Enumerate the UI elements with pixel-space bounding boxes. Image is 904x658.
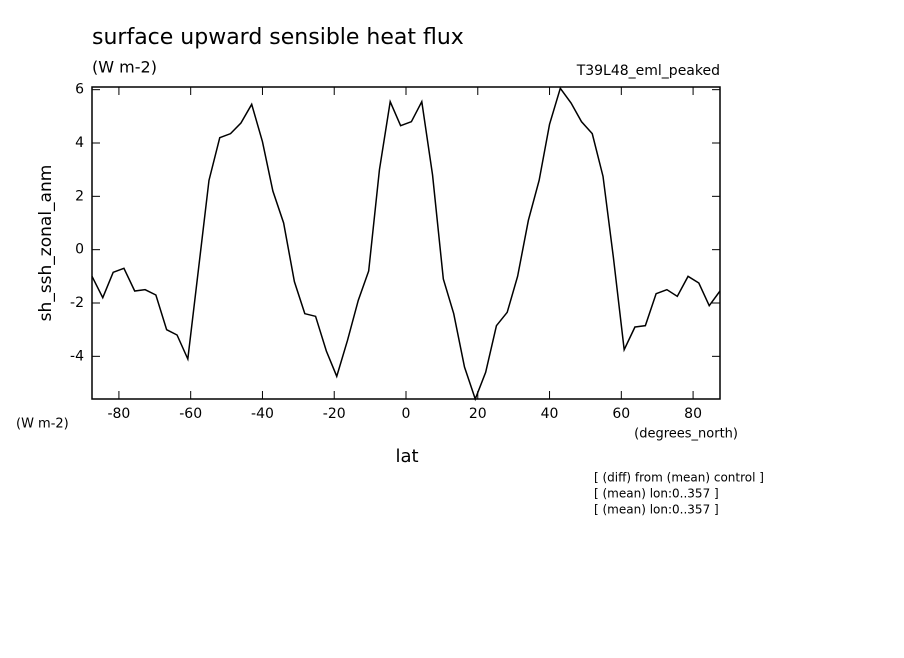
- y-axis-label: sh_ssh_zonal_anm: [36, 165, 56, 322]
- dataset-label: T39L48_eml_peaked: [576, 63, 720, 79]
- units-top: (W m-2): [92, 58, 157, 77]
- data-line: [91, 86, 721, 402]
- y-tick-label: 0: [75, 242, 84, 258]
- x-units: (degrees_north): [634, 427, 738, 442]
- chart-title: surface upward sensible heat flux: [92, 25, 464, 50]
- note: [ (mean) lon:0..357 ]: [594, 487, 719, 501]
- x-tick-label: -80: [107, 406, 130, 422]
- x-tick-label: -20: [323, 406, 346, 422]
- x-tick-label: 20: [469, 406, 487, 422]
- units-bottom: (W m-2): [16, 417, 69, 432]
- x-tick-label: -40: [251, 406, 274, 422]
- x-tick-label: 80: [684, 406, 702, 422]
- x-tick-label: -60: [179, 406, 202, 422]
- y-tick-label: -2: [70, 295, 84, 311]
- x-tick-label: 40: [541, 406, 559, 422]
- x-tick-label: 0: [402, 406, 411, 422]
- note: [ (diff) from (mean) control ]: [594, 471, 764, 485]
- x-axis-label: lat: [395, 446, 418, 467]
- y-tick-label: -4: [70, 348, 84, 364]
- x-tick-label: 60: [612, 406, 630, 422]
- y-tick-label: 4: [75, 135, 84, 151]
- y-tick-label: 6: [75, 82, 84, 98]
- y-tick-label: 2: [75, 188, 84, 204]
- note: [ (mean) lon:0..357 ]: [594, 503, 719, 517]
